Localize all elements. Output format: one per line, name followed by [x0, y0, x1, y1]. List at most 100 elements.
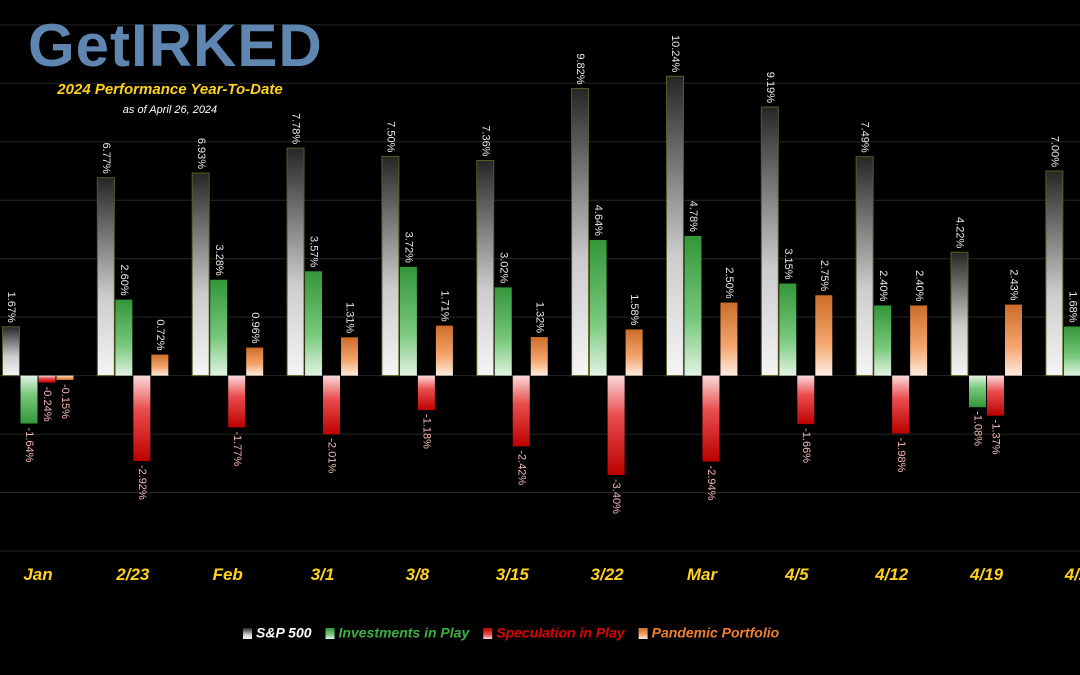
value-label: 1.31%: [344, 302, 356, 333]
bar: [855, 156, 874, 377]
bar: [494, 287, 512, 376]
value-label: 4.78%: [687, 201, 699, 232]
bar: [512, 375, 530, 447]
value-label: 9.82%: [574, 53, 586, 84]
value-label: -2.01%: [326, 438, 338, 473]
x-tick-label: 4/12: [874, 565, 909, 584]
value-label: 1.67%: [5, 292, 17, 323]
value-label: 2.75%: [818, 260, 830, 291]
bar: [625, 329, 643, 376]
bar: [969, 375, 986, 408]
value-label: 7.78%: [290, 113, 302, 144]
value-label: -1.18%: [420, 414, 432, 449]
value-label: 0.72%: [154, 319, 166, 350]
value-label: 1.71%: [438, 290, 450, 321]
x-tick-label: 3/8: [406, 565, 430, 584]
value-label: 6.77%: [100, 143, 112, 174]
value-label: 9.19%: [764, 72, 776, 103]
legend-label: Investments in Play: [339, 625, 471, 641]
bar: [530, 337, 548, 376]
value-label: 2.43%: [1008, 269, 1020, 300]
logo: GetIRKED: [28, 12, 323, 79]
bar: [191, 172, 210, 377]
value-label: 1.58%: [628, 294, 640, 325]
bar: [133, 375, 151, 461]
bar: [987, 375, 1004, 416]
bar: [381, 155, 400, 377]
bar: [1045, 170, 1064, 377]
value-label: 6.93%: [195, 138, 207, 169]
bar: [950, 251, 969, 377]
bar: [684, 235, 702, 376]
value-label: -0.24%: [41, 387, 53, 422]
legend-label: Speculation in Play: [496, 625, 626, 641]
value-label: 3.57%: [308, 236, 320, 267]
value-label: 1.68%: [1066, 291, 1078, 322]
bar: [571, 88, 590, 377]
value-label: 0.96%: [249, 312, 261, 343]
value-label: 4.64%: [592, 205, 604, 236]
bar: [1063, 326, 1080, 376]
value-label: -2.94%: [705, 466, 717, 501]
bar: [435, 325, 453, 376]
bar: [2, 326, 20, 377]
value-label: 2.40%: [877, 270, 889, 301]
bar: [665, 75, 684, 377]
bar: [246, 347, 264, 376]
bar: [417, 375, 435, 411]
bar: [20, 375, 38, 424]
value-label: -1.08%: [972, 411, 984, 446]
value-label: -3.40%: [610, 479, 622, 514]
bar: [874, 305, 892, 376]
bar: [476, 159, 495, 377]
bar: [702, 375, 720, 462]
bar: [210, 279, 228, 376]
value-label: -2.92%: [136, 465, 148, 500]
chart-subtitle: as of April 26, 2024: [123, 104, 217, 116]
bar: [96, 177, 115, 377]
bar: [720, 302, 738, 376]
legend-swatch: [243, 628, 252, 639]
bar: [56, 375, 74, 380]
legend-swatch: [638, 628, 648, 639]
bar: [305, 271, 323, 376]
x-tick-label: 3/15: [496, 565, 530, 584]
bar: [399, 266, 417, 376]
value-label: -1.64%: [23, 428, 35, 463]
value-label: 3.15%: [782, 248, 794, 279]
x-tick-label: Feb: [213, 565, 243, 584]
x-tick-label: 3/1: [311, 565, 335, 584]
value-label: 3.72%: [402, 232, 414, 263]
value-label: 7.50%: [384, 121, 396, 152]
value-label: 7.36%: [479, 125, 491, 156]
bar: [341, 337, 359, 376]
bar: [797, 375, 815, 425]
value-label: 3.02%: [497, 252, 509, 283]
legend-swatch: [483, 628, 493, 639]
legend-label: S&P 500: [256, 625, 312, 641]
x-tick-label: 3/22: [591, 565, 625, 584]
x-tick-label: 4/5: [784, 565, 809, 584]
value-label: 7.00%: [1048, 136, 1060, 167]
bar: [607, 375, 625, 475]
chart-title: 2024 Performance Year-To-Date: [56, 81, 282, 98]
bar: [38, 375, 56, 383]
value-label: 2.50%: [723, 267, 735, 298]
bar: [760, 106, 779, 377]
value-label: -2.42%: [515, 450, 527, 485]
bar: [892, 375, 910, 434]
bar: [286, 147, 305, 377]
bar: [115, 299, 133, 376]
x-tick-label: 4/26: [1064, 565, 1080, 584]
legend-label: Pandemic Portfolio: [652, 625, 780, 641]
value-label: 1.32%: [533, 302, 545, 333]
value-label: 10.24%: [669, 35, 681, 73]
bar: [1005, 304, 1022, 376]
x-tick-label: 4/19: [969, 565, 1004, 584]
value-label: 2.40%: [913, 270, 925, 301]
value-label: -1.66%: [800, 428, 812, 463]
value-label: 7.49%: [859, 121, 871, 152]
x-tick-label: Jan: [23, 565, 52, 584]
bar: [910, 305, 928, 376]
